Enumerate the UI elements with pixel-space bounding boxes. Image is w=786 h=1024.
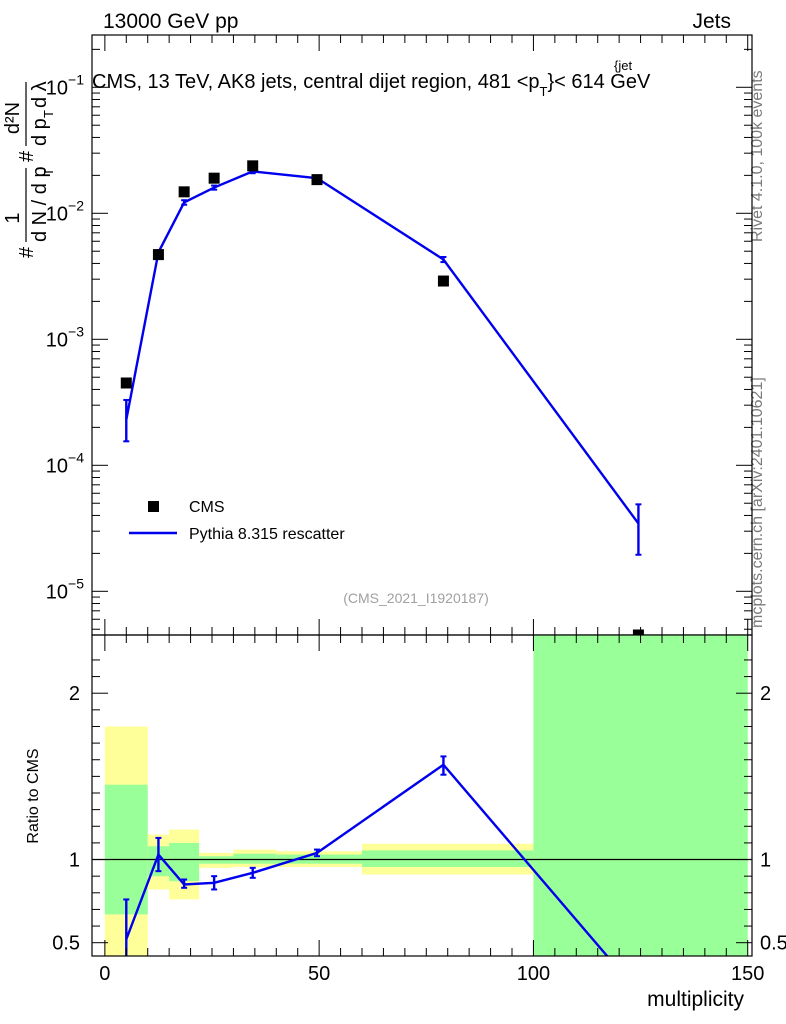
main-ytick-label-exp: −5 — [68, 575, 84, 591]
x-axis-label: multiplicity — [647, 988, 744, 1011]
ylabel-frac1-num: 1 — [2, 212, 24, 223]
watermark: (CMS_2021_I1920187) — [343, 590, 489, 606]
legend-cms-marker — [148, 501, 159, 512]
legend-cms-label: CMS — [189, 499, 225, 516]
ratio-xtick-label: 150 — [731, 963, 764, 985]
legend: CMS Pythia 8.315 rescatter — [129, 499, 345, 543]
main-ytick-label: 10−1 — [46, 71, 84, 99]
main-ytick-label-exp: −1 — [68, 71, 84, 87]
main-ytick-labels: 10−110−210−310−410−5 — [46, 71, 84, 603]
ylabel-hash-2: # — [16, 150, 38, 162]
main-ytick-label-exp: −3 — [68, 323, 84, 339]
ratio-ytick-label-left: 1 — [69, 850, 80, 872]
ratio-xtick-label: 0 — [99, 963, 110, 985]
main-ytick-label-base: 10 — [46, 329, 68, 351]
main-ytick-label: 10−3 — [46, 323, 84, 351]
main-ytick-label-base: 10 — [46, 455, 68, 477]
ratio-xtick-label: 50 — [308, 963, 330, 985]
cms-point — [120, 377, 132, 389]
cms-point — [208, 172, 220, 184]
ratio-ylabel: Ratio to CMS — [25, 748, 42, 843]
ratio-bands — [104, 635, 748, 956]
ratio-band-green — [362, 850, 534, 868]
mcplots-label: mcplots.cern.ch [arXiv:2401.10621] — [749, 377, 766, 628]
ratio-ytick-label-right: 1 — [760, 850, 771, 872]
title-main: CMS, 13 TeV, AK8 jets, central dijet reg… — [92, 71, 651, 99]
header-energy: 13000 GeV pp — [103, 10, 238, 33]
ratio-ytick-label-left: 0.5 — [52, 933, 80, 955]
cms-point — [437, 275, 449, 287]
ylabel-hash-1: # — [16, 246, 38, 258]
ratio-xtick-label: 100 — [517, 963, 550, 985]
ylabel-frac2-den: d p — [29, 118, 51, 146]
main-ytick-label: 10−2 — [46, 197, 84, 225]
cms-point — [247, 160, 259, 172]
main-series — [120, 160, 644, 641]
ylabel-frac1-sub: T — [41, 168, 56, 176]
main-ytick-label-base: 10 — [46, 77, 68, 99]
main-ticks — [92, 35, 752, 635]
title-main-text: CMS, 13 TeV, AK8 jets, central dijet reg… — [92, 71, 540, 93]
ratio-band-green — [233, 853, 277, 864]
ylabel-frac2-num: d²N — [2, 102, 24, 134]
ratio-band-green — [533, 635, 748, 956]
pythia-line — [125, 170, 640, 525]
main-frame — [91, 34, 753, 636]
main-title: CMS, 13 TeV, AK8 jets, central dijet reg… — [92, 58, 651, 99]
ratio-xtick-labels: 0 50 100 150 — [99, 963, 764, 985]
ratio-ytick-labels: 0.5 0.5 1 1 2 2 — [52, 683, 786, 954]
ratio-band-green — [169, 842, 200, 882]
ratio-ytick-label-right: 2 — [760, 683, 771, 705]
ratio-panel: 0.5 0.5 1 1 2 2 0 50 100 150 Ratio to CMS multip… — [25, 634, 786, 1011]
main-ytick-label-base: 10 — [46, 203, 68, 225]
ratio-frame — [91, 634, 753, 957]
main-ytick-label-exp: −4 — [68, 449, 84, 465]
main-ytick-label-base: 10 — [46, 581, 68, 603]
ylabel-frac2-tail: d λ — [29, 81, 51, 108]
cms-point — [311, 174, 323, 186]
main-panel: 10−110−210−310−410−5 (CMS_2021_I1920187)… — [46, 34, 753, 641]
ratio-ytick-label-left: 2 — [69, 683, 80, 705]
main-ytick-label-exp: −2 — [68, 197, 84, 213]
header-category: Jets — [692, 10, 731, 33]
ylabel-frac1-den: d N / d p — [29, 166, 51, 242]
cms-point — [178, 186, 190, 198]
main-ylabel: # 1 d N / d p T # d²N d p T d λ — [2, 81, 56, 258]
title-end-text: }< 614 GeV — [547, 71, 651, 93]
ylabel-frac2-sub: T — [41, 110, 56, 118]
legend-pythia-label: Pythia 8.315 rescatter — [189, 526, 345, 543]
title-sub-text: T — [540, 84, 548, 99]
ratio-pythia-line — [125, 763, 609, 956]
main-ytick-label: 10−5 — [46, 575, 84, 603]
cms-point — [152, 249, 164, 261]
ratio-ytick-label-right: 0.5 — [760, 933, 786, 955]
main-ytick-label: 10−4 — [46, 449, 84, 477]
ratio-series — [123, 755, 609, 956]
ratio-band-green — [104, 784, 148, 915]
title-sup-text: {jet — [614, 58, 632, 73]
rivet-label: Rivet 4.1.0, 100k events — [749, 70, 766, 242]
ratio-ticks — [92, 635, 752, 956]
